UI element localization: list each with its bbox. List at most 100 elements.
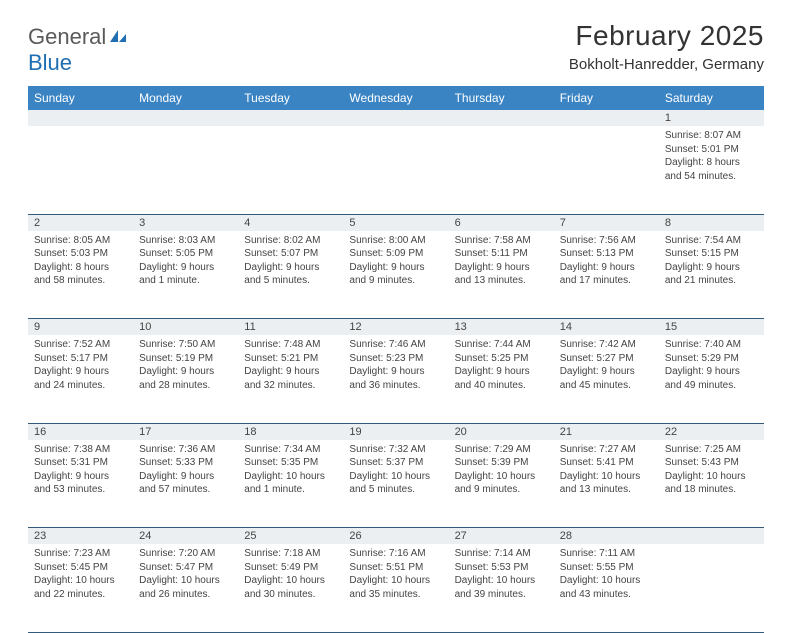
logo-text: GeneralBlue (28, 24, 128, 76)
day-number-cell: 3 (133, 214, 238, 231)
day-content: Sunrise: 8:03 AMSunset: 5:05 PMDaylight:… (133, 231, 238, 294)
day-content: Sunrise: 7:16 AMSunset: 5:51 PMDaylight:… (343, 544, 448, 607)
day-content: Sunrise: 8:02 AMSunset: 5:07 PMDaylight:… (238, 231, 343, 294)
header: GeneralBlue February 2025 Bokholt-Hanred… (28, 20, 764, 76)
day-content: Sunrise: 7:20 AMSunset: 5:47 PMDaylight:… (133, 544, 238, 607)
sunset-text: Sunset: 5:23 PM (349, 352, 442, 366)
day-content: Sunrise: 7:44 AMSunset: 5:25 PMDaylight:… (449, 335, 554, 398)
sunrise-text: Sunrise: 7:58 AM (455, 234, 548, 248)
day-cell: Sunrise: 8:00 AMSunset: 5:09 PMDaylight:… (343, 231, 448, 319)
daylight-text: Daylight: 9 hours and 9 minutes. (349, 261, 442, 288)
daylight-text: Daylight: 9 hours and 21 minutes. (665, 261, 758, 288)
title-block: February 2025 Bokholt-Hanredder, Germany (569, 20, 764, 73)
sunrise-text: Sunrise: 7:52 AM (34, 338, 127, 352)
day-number-cell: 22 (659, 423, 764, 440)
day-content: Sunrise: 7:42 AMSunset: 5:27 PMDaylight:… (554, 335, 659, 398)
day-cell (133, 126, 238, 214)
daylight-text: Daylight: 9 hours and 13 minutes. (455, 261, 548, 288)
day-number-cell (554, 110, 659, 126)
sunset-text: Sunset: 5:43 PM (665, 456, 758, 470)
sunrise-text: Sunrise: 7:56 AM (560, 234, 653, 248)
daylight-text: Daylight: 10 hours and 30 minutes. (244, 574, 337, 601)
day-number-cell: 19 (343, 423, 448, 440)
week-row: Sunrise: 7:23 AMSunset: 5:45 PMDaylight:… (28, 544, 764, 632)
day-content: Sunrise: 8:00 AMSunset: 5:09 PMDaylight:… (343, 231, 448, 294)
day-number-row: 9101112131415 (28, 319, 764, 336)
day-content: Sunrise: 7:11 AMSunset: 5:55 PMDaylight:… (554, 544, 659, 607)
day-cell (554, 126, 659, 214)
sunrise-text: Sunrise: 7:42 AM (560, 338, 653, 352)
day-content: Sunrise: 7:48 AMSunset: 5:21 PMDaylight:… (238, 335, 343, 398)
day-number-cell: 26 (343, 528, 448, 545)
day-number-cell: 18 (238, 423, 343, 440)
day-cell: Sunrise: 7:44 AMSunset: 5:25 PMDaylight:… (449, 335, 554, 423)
sunset-text: Sunset: 5:25 PM (455, 352, 548, 366)
day-number-row: 232425262728 (28, 528, 764, 545)
sunrise-text: Sunrise: 7:27 AM (560, 443, 653, 457)
day-cell: Sunrise: 7:16 AMSunset: 5:51 PMDaylight:… (343, 544, 448, 632)
day-cell: Sunrise: 7:18 AMSunset: 5:49 PMDaylight:… (238, 544, 343, 632)
sunset-text: Sunset: 5:21 PM (244, 352, 337, 366)
daylight-text: Daylight: 8 hours and 58 minutes. (34, 261, 127, 288)
day-number-cell: 13 (449, 319, 554, 336)
daylight-text: Daylight: 10 hours and 35 minutes. (349, 574, 442, 601)
day-number-cell: 6 (449, 214, 554, 231)
day-number-cell (238, 110, 343, 126)
day-number-cell (659, 528, 764, 545)
week-row: Sunrise: 7:52 AMSunset: 5:17 PMDaylight:… (28, 335, 764, 423)
sunset-text: Sunset: 5:37 PM (349, 456, 442, 470)
sunset-text: Sunset: 5:35 PM (244, 456, 337, 470)
sunrise-text: Sunrise: 8:05 AM (34, 234, 127, 248)
sunrise-text: Sunrise: 8:00 AM (349, 234, 442, 248)
sunrise-text: Sunrise: 7:18 AM (244, 547, 337, 561)
day-cell: Sunrise: 7:50 AMSunset: 5:19 PMDaylight:… (133, 335, 238, 423)
daylight-text: Daylight: 10 hours and 5 minutes. (349, 470, 442, 497)
sunrise-text: Sunrise: 8:03 AM (139, 234, 232, 248)
sunset-text: Sunset: 5:33 PM (139, 456, 232, 470)
day-number-cell (28, 110, 133, 126)
day-number-cell: 24 (133, 528, 238, 545)
sunrise-text: Sunrise: 7:34 AM (244, 443, 337, 457)
logo-part2: Blue (28, 50, 72, 75)
daylight-text: Daylight: 9 hours and 32 minutes. (244, 365, 337, 392)
day-number-cell: 5 (343, 214, 448, 231)
daylight-text: Daylight: 9 hours and 24 minutes. (34, 365, 127, 392)
sunrise-text: Sunrise: 7:48 AM (244, 338, 337, 352)
location-label: Bokholt-Hanredder, Germany (569, 56, 764, 73)
sunset-text: Sunset: 5:55 PM (560, 561, 653, 575)
daylight-text: Daylight: 9 hours and 17 minutes. (560, 261, 653, 288)
daylight-text: Daylight: 10 hours and 13 minutes. (560, 470, 653, 497)
sunset-text: Sunset: 5:41 PM (560, 456, 653, 470)
day-header: Thursday (449, 86, 554, 110)
sunrise-text: Sunrise: 7:23 AM (34, 547, 127, 561)
day-cell: Sunrise: 7:14 AMSunset: 5:53 PMDaylight:… (449, 544, 554, 632)
sunset-text: Sunset: 5:01 PM (665, 143, 758, 157)
sunset-text: Sunset: 5:13 PM (560, 247, 653, 261)
daylight-text: Daylight: 10 hours and 26 minutes. (139, 574, 232, 601)
daylight-text: Daylight: 9 hours and 45 minutes. (560, 365, 653, 392)
sunrise-text: Sunrise: 7:40 AM (665, 338, 758, 352)
day-number-cell: 9 (28, 319, 133, 336)
day-cell: Sunrise: 7:36 AMSunset: 5:33 PMDaylight:… (133, 440, 238, 528)
day-content: Sunrise: 7:23 AMSunset: 5:45 PMDaylight:… (28, 544, 133, 607)
day-cell: Sunrise: 7:54 AMSunset: 5:15 PMDaylight:… (659, 231, 764, 319)
day-cell: Sunrise: 7:11 AMSunset: 5:55 PMDaylight:… (554, 544, 659, 632)
day-header: Monday (133, 86, 238, 110)
sunrise-text: Sunrise: 7:11 AM (560, 547, 653, 561)
daylight-text: Daylight: 10 hours and 22 minutes. (34, 574, 127, 601)
sunset-text: Sunset: 5:53 PM (455, 561, 548, 575)
week-row: Sunrise: 8:07 AMSunset: 5:01 PMDaylight:… (28, 126, 764, 214)
daylight-text: Daylight: 9 hours and 5 minutes. (244, 261, 337, 288)
daylight-text: Daylight: 8 hours and 54 minutes. (665, 156, 758, 183)
day-content: Sunrise: 7:27 AMSunset: 5:41 PMDaylight:… (554, 440, 659, 503)
sunrise-text: Sunrise: 7:36 AM (139, 443, 232, 457)
week-row: Sunrise: 7:38 AMSunset: 5:31 PMDaylight:… (28, 440, 764, 528)
sunset-text: Sunset: 5:45 PM (34, 561, 127, 575)
day-content: Sunrise: 7:54 AMSunset: 5:15 PMDaylight:… (659, 231, 764, 294)
page-title: February 2025 (569, 20, 764, 52)
day-number-cell: 23 (28, 528, 133, 545)
day-number-cell: 25 (238, 528, 343, 545)
day-cell (343, 126, 448, 214)
day-content: Sunrise: 7:14 AMSunset: 5:53 PMDaylight:… (449, 544, 554, 607)
day-content: Sunrise: 7:18 AMSunset: 5:49 PMDaylight:… (238, 544, 343, 607)
